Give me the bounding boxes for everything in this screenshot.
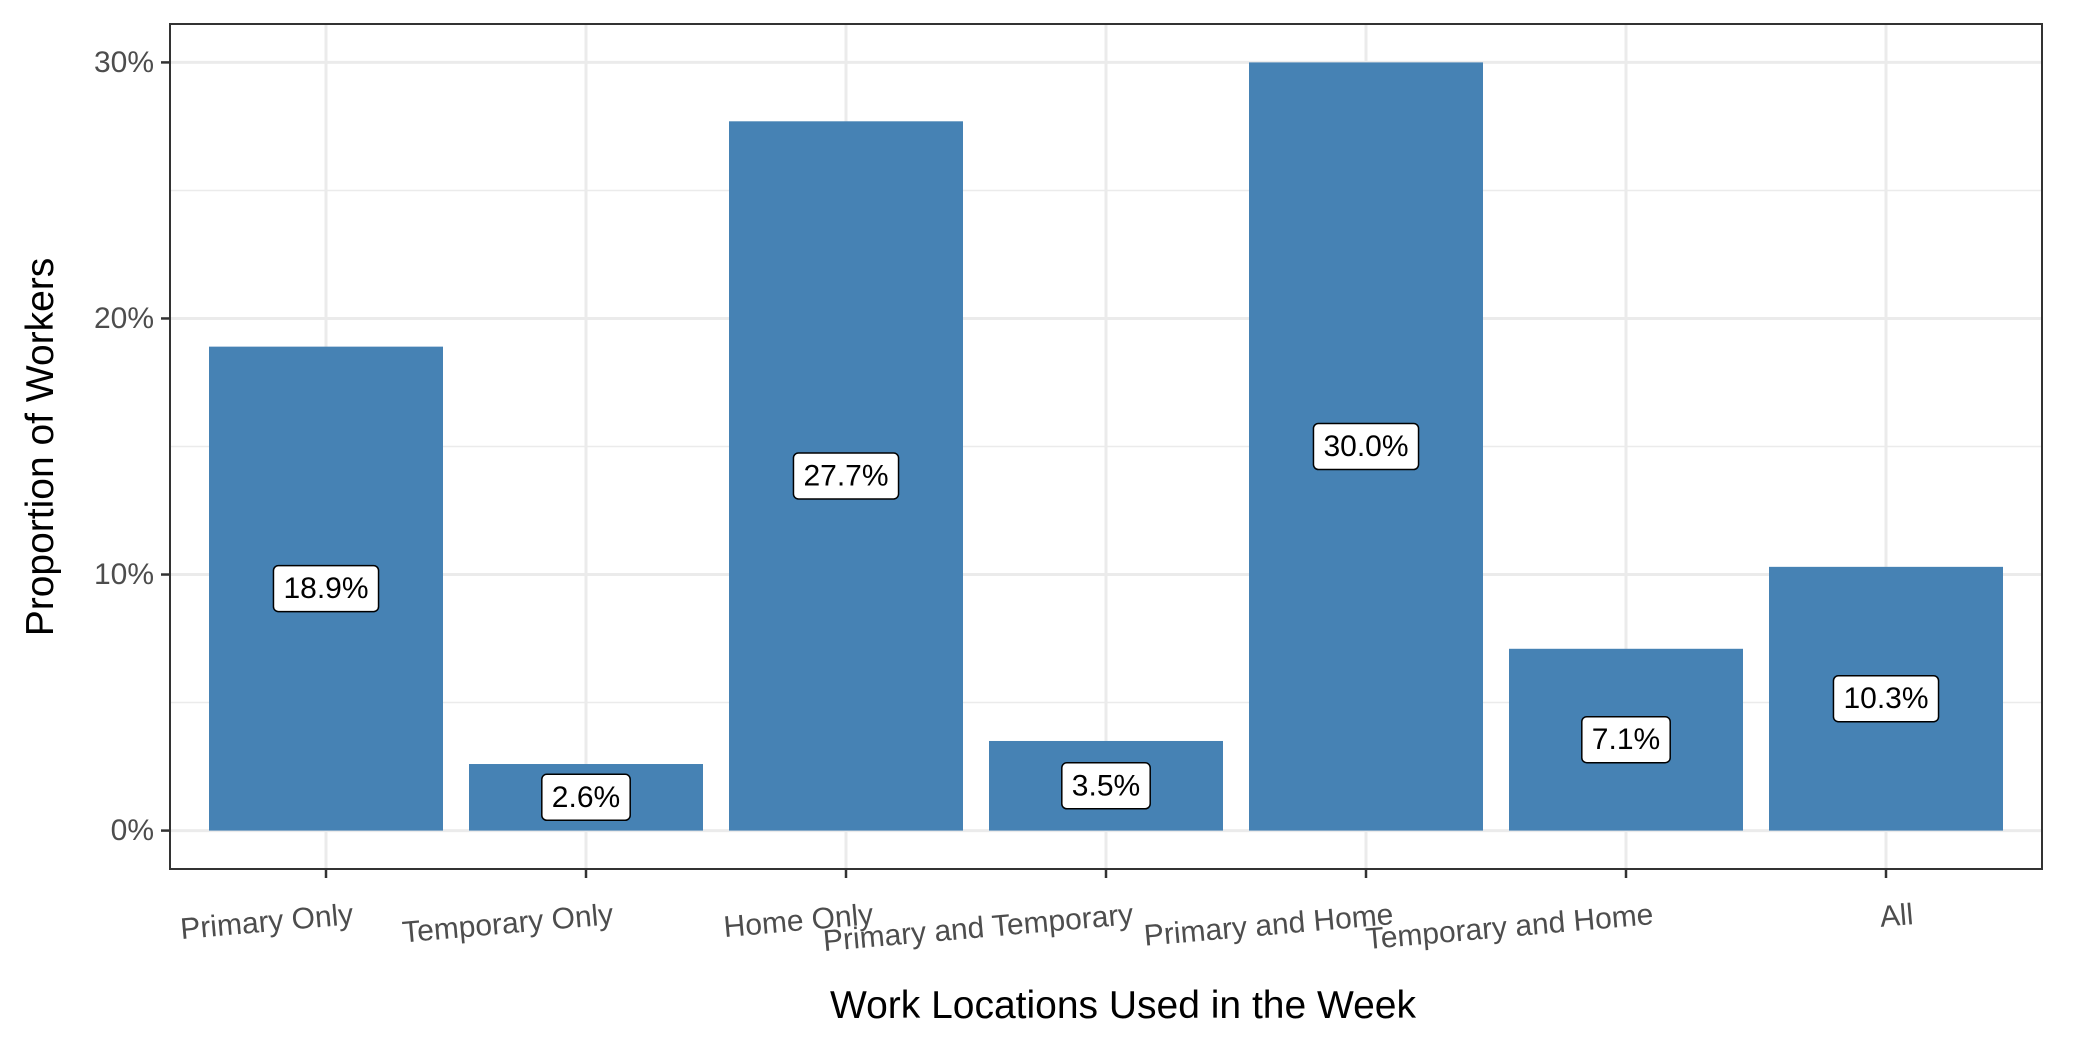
y-tick-label: 10% xyxy=(94,558,154,591)
data-label-text: 18.9% xyxy=(283,572,368,605)
data-label: 27.7% xyxy=(792,452,900,500)
data-label-box xyxy=(272,564,380,613)
data-label-box xyxy=(1312,422,1420,471)
data-label: 18.9% xyxy=(272,564,380,613)
y-axis-title: Proportion of Workers xyxy=(19,258,62,637)
data-label-text: 30.0% xyxy=(1323,430,1408,463)
data-label: 10.3% xyxy=(1832,674,1940,723)
data-label-text: 10.3% xyxy=(1843,682,1928,715)
data-label: 30.0% xyxy=(1312,422,1420,471)
x-tick-label: All xyxy=(1879,898,1915,934)
data-label-box xyxy=(1581,715,1671,764)
x-axis-title: Work Locations Used in the Week xyxy=(830,984,1417,1027)
y-tick-label: 0% xyxy=(111,814,154,847)
data-label-box xyxy=(1832,674,1940,723)
data-label: 2.6% xyxy=(541,773,631,822)
data-label-text: 2.6% xyxy=(552,781,620,814)
data-label: 3.5% xyxy=(1061,762,1151,810)
data-label-text: 3.5% xyxy=(1072,769,1140,802)
y-tick-label: 30% xyxy=(94,46,154,79)
data-labels: 18.9% 2.6% 27.7% 3.5% 30.0% 7.1% 10.3% xyxy=(272,422,1940,822)
data-label-box xyxy=(1061,762,1151,810)
y-tick-label: 20% xyxy=(94,302,154,335)
data-label-box xyxy=(541,773,631,822)
y-axis: 0% 10% 20% 30% xyxy=(94,46,170,847)
data-label-text: 7.1% xyxy=(1592,723,1660,756)
data-label: 7.1% xyxy=(1581,715,1671,764)
data-label-text: 27.7% xyxy=(803,459,888,492)
data-label-box xyxy=(792,452,900,500)
